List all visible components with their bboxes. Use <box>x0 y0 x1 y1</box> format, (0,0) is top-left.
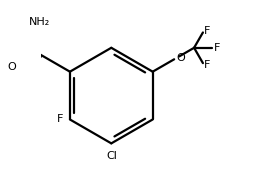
Text: F: F <box>214 43 220 53</box>
Text: F: F <box>204 26 211 36</box>
Text: Cl: Cl <box>107 151 118 161</box>
Text: F: F <box>57 114 63 124</box>
Text: F: F <box>204 60 211 70</box>
Text: O: O <box>7 62 16 72</box>
Text: O: O <box>176 53 185 63</box>
Text: NH₂: NH₂ <box>29 17 50 27</box>
